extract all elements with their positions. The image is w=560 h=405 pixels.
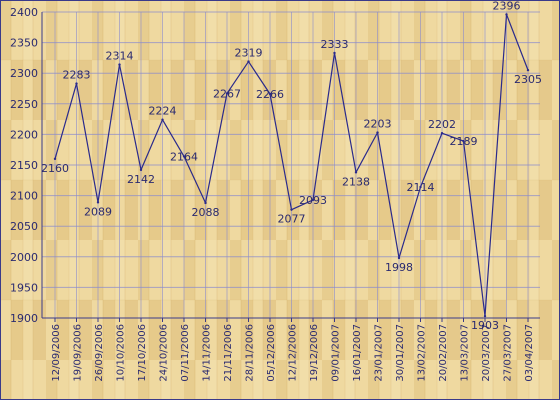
y-tick-label: 1900 [10,312,38,325]
data-label: 2114 [407,181,435,194]
data-label: 2283 [63,69,91,82]
x-tick-label: 12/09/2006 [51,324,62,382]
y-tick-label: 2400 [10,6,38,19]
x-tick-label: 19/12/2006 [309,324,320,382]
x-tick-label: 20/03/2007 [481,324,492,382]
data-label: 2202 [428,118,456,131]
data-point [139,168,143,172]
data-label: 2266 [256,88,284,101]
data-point [75,82,78,85]
axes [41,12,540,322]
y-tick-label: 2100 [10,190,38,203]
data-label: 2267 [213,87,241,100]
x-tick-label: 14/11/2006 [202,324,213,382]
x-tick-label: 12/12/2006 [288,324,299,382]
data-label: 2305 [514,73,542,86]
y-tick-label: 2350 [10,37,38,50]
x-tick-label: 24/10/2006 [159,324,170,382]
data-point [182,155,186,158]
data-point [333,51,336,55]
data-point [290,208,293,211]
data-label: 2088 [192,206,220,219]
x-tick-label: 13/02/2007 [417,324,428,382]
data-label: 2093 [299,194,327,207]
x-tick-label: 30/01/2007 [395,324,406,382]
data-point [247,60,250,63]
data-point [161,118,164,121]
x-tick-label: 26/09/2006 [94,324,105,382]
x-tick-label: 20/02/2007 [438,324,449,382]
data-point [311,198,315,202]
y-tick-label: 1950 [10,281,38,294]
data-label: 2224 [149,105,177,118]
x-tick-label: 13/03/2007 [460,324,471,382]
data-label: 2089 [84,205,112,218]
x-tick-label: 17/10/2006 [137,324,148,382]
data-point [204,201,207,205]
y-tick-label: 2200 [10,128,38,141]
x-tick-label: 10/10/2006 [116,324,127,382]
x-tick-label: 19/09/2006 [73,324,84,382]
x-tick-label: 23/01/2007 [374,324,385,382]
data-label: 2319 [235,47,263,60]
y-tick-label: 2050 [10,220,38,233]
data-point [96,201,100,204]
data-point [462,139,465,143]
x-tick-label: 03/04/2007 [524,324,535,382]
x-tick-labels: 12/09/2006 19/09/2006 26/09/2006 10/10/2006… [51,324,535,382]
data-point [440,131,444,135]
y-tick-label: 2000 [10,251,38,264]
data-label: 1998 [385,261,413,274]
x-tick-label: 21/11/2006 [223,324,234,382]
data-point [225,92,229,95]
x-tick-label: 27/03/2007 [503,324,514,382]
y-tick-label: 2250 [10,98,38,111]
data-point [505,13,508,16]
data-point [118,63,121,66]
data-point [53,157,57,161]
data-point [354,171,358,174]
x-tick-label: 16/01/2007 [352,324,363,382]
x-tick-label: 09/01/2007 [331,324,342,382]
data-labels: 2160 2283 2089 2314 2142 2224 2164 2088 2267 2319… [41,0,542,332]
data-label: 2077 [278,213,306,226]
series-line-layer [53,13,530,318]
y-tick-labels: 1900 1950 2000 2050 2100 2150 2200 2250 2300 2350… [10,6,38,325]
data-label: 2138 [342,175,370,188]
data-label: 2203 [364,118,392,131]
data-label: 2164 [170,150,198,163]
data-point [397,256,401,260]
data-point [419,185,422,189]
data-label: 2333 [321,38,349,51]
data-point [268,92,272,96]
x-tick-label: 05/12/2006 [266,324,277,382]
y-tick-label: 2150 [10,159,38,172]
data-point [376,131,379,134]
y-tick-label: 2300 [10,67,38,80]
data-label: 2142 [127,173,155,186]
data-point [526,68,530,72]
data-label: 2189 [450,135,478,148]
data-label: 2314 [106,50,134,63]
data-label: 2160 [41,162,69,175]
data-label: 2396 [493,0,521,12]
data-label: 1903 [471,319,499,332]
grid-lines [42,11,540,319]
data-point [483,314,487,318]
x-tick-label: 28/11/2006 [245,324,256,382]
x-tick-label: 07/11/2006 [180,324,191,382]
